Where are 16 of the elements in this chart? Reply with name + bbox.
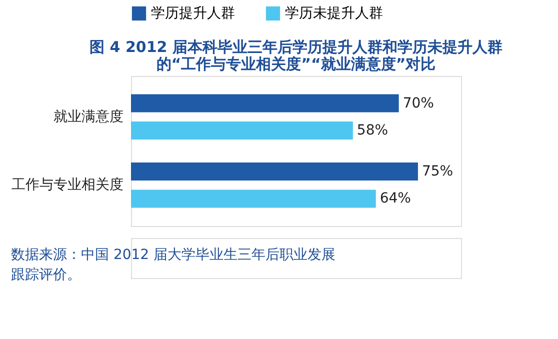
bar <box>131 122 353 140</box>
text: 跟踪评价。 <box>11 267 81 283</box>
text: 图 4 2012 届本科毕业三年后学历提升人群和学历未提升人群 <box>90 38 502 56</box>
data-label: 58% <box>356 122 388 139</box>
data-label: 64% <box>380 190 411 207</box>
y-tick-label: 就业满意度 <box>54 108 124 125</box>
bar <box>131 94 399 112</box>
source-note: 数据来源：中国 2012 届大学毕业生三年后职业发展 <box>11 247 336 263</box>
legend-label: 学历未提升人群 <box>285 5 383 22</box>
bar <box>131 162 418 180</box>
text: 的“工作与专业相关度”“就业满意度”对比 <box>156 55 436 73</box>
legend-label: 学历提升人群 <box>151 5 235 22</box>
y-tick-label: 工作与专业相关度 <box>12 177 124 194</box>
data-label: 75% <box>422 163 454 180</box>
bar <box>131 190 376 208</box>
data-label: 70% <box>402 95 434 112</box>
